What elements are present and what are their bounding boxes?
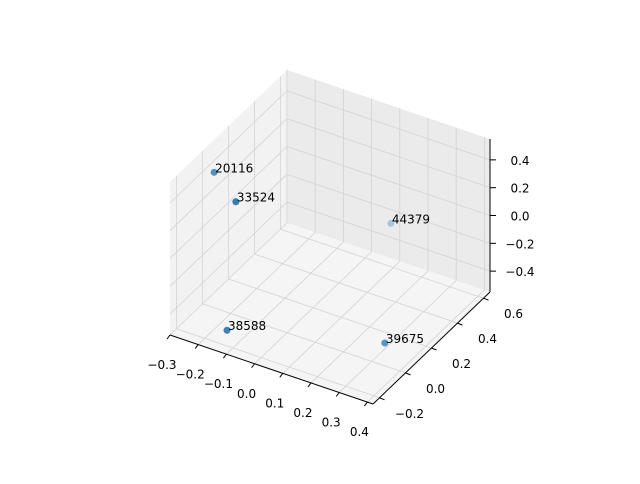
- x-tick-label: 0.1: [265, 396, 284, 410]
- y-tick-label: −0.2: [395, 407, 424, 421]
- x-tick-label: 0.3: [322, 416, 341, 430]
- z-tick-label: 0.0: [510, 210, 529, 224]
- z-gridline: [169, 90, 288, 204]
- y-tick: [379, 397, 385, 401]
- x-tick-label: −0.3: [147, 358, 176, 372]
- z-gridline: [286, 90, 491, 161]
- x-tick-label: 0.0: [237, 387, 256, 401]
- x-tick: [335, 392, 340, 397]
- point-label: 38588: [228, 319, 266, 333]
- point-label: 33524: [237, 191, 275, 205]
- data-point: [387, 219, 395, 227]
- x-tick-label: 0.4: [350, 425, 369, 439]
- x-tick: [222, 353, 227, 359]
- z-gridline: [169, 118, 288, 231]
- point-label: 39675: [386, 332, 424, 346]
- y-tick: [431, 347, 437, 351]
- z-gridline: [286, 173, 491, 244]
- x-tick: [194, 344, 199, 349]
- z-gridline: [169, 146, 288, 259]
- data-point: [223, 326, 231, 334]
- x-tick: [279, 373, 284, 378]
- z-tick-label: 0.4: [510, 154, 529, 168]
- z-gridline: [286, 118, 491, 189]
- x-tick: [166, 334, 171, 340]
- y-gridline: [228, 278, 432, 349]
- x-tick-label: −0.1: [204, 377, 233, 391]
- point-label: 20116: [215, 161, 253, 175]
- y-tick-label: 0.6: [504, 307, 523, 321]
- data-point: [381, 339, 389, 347]
- y-tick-label: 0.4: [478, 332, 497, 346]
- gridlines: [169, 70, 491, 403]
- y-gridline: [176, 328, 380, 399]
- x-tick: [363, 401, 368, 407]
- z-gridline: [286, 146, 491, 216]
- x-tick: [251, 363, 255, 369]
- x-tick-label: 0.2: [293, 406, 312, 420]
- z-gridline: [286, 201, 491, 272]
- y-tick: [457, 322, 463, 326]
- y-tick: [483, 297, 489, 301]
- y-tick-label: 0.0: [426, 382, 445, 396]
- data-point: [210, 168, 218, 176]
- y-gridline: [202, 303, 406, 374]
- z-gridline: [169, 174, 288, 287]
- axis-panes: [170, 70, 490, 404]
- y-gridline: [280, 228, 484, 299]
- z-gridline: [169, 201, 288, 315]
- z-tick-label: −0.2: [505, 237, 534, 251]
- x-tick-label: −0.2: [176, 368, 205, 382]
- data-points: 44379 39675 20116 38588 33524: [210, 161, 430, 347]
- data-point: [232, 198, 240, 206]
- axes: −0.3−0.2−0.10.00.10.20.30.4−0.20.00.20.4…: [147, 139, 535, 439]
- z-tick-label: 0.2: [510, 182, 529, 196]
- z-tick-label: −0.4: [505, 265, 534, 279]
- y-gridline: [254, 253, 458, 324]
- x-tick: [307, 382, 312, 388]
- y-tick-label: 0.2: [452, 357, 471, 371]
- y-tick: [405, 372, 411, 376]
- point-label: 44379: [392, 212, 430, 226]
